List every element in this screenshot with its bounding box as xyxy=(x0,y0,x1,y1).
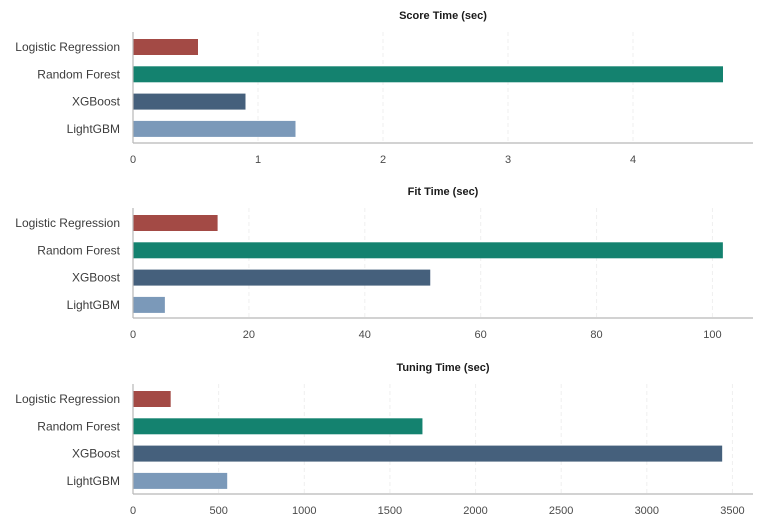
x-tick-label-2-4: 80 xyxy=(590,329,602,341)
bar-2-4 xyxy=(133,296,165,313)
bar-1-3 xyxy=(133,93,246,110)
bar-1-2 xyxy=(133,66,723,83)
bar-3-4 xyxy=(133,472,228,489)
category-label-2-2: Random Forest xyxy=(37,243,120,257)
category-label-2-1: Logistic Regression xyxy=(15,216,120,230)
category-label-2-3: XGBoost xyxy=(72,271,121,285)
x-tick-label-2-0: 0 xyxy=(130,329,136,341)
x-tick-label-2-1: 20 xyxy=(243,329,255,341)
bar-3-2 xyxy=(133,418,423,435)
bar-2-1 xyxy=(133,215,218,231)
x-tick-label-2-2: 40 xyxy=(359,329,371,341)
x-tick-label-3-1: 500 xyxy=(209,505,227,517)
bar-1-1 xyxy=(133,39,198,55)
bar-3-3 xyxy=(133,445,723,462)
bar-3-1 xyxy=(133,391,171,407)
chart-title-1: Score Time (sec) xyxy=(399,10,487,22)
x-tick-label-3-6: 3000 xyxy=(635,505,659,517)
category-label-3-3: XGBoost xyxy=(72,447,121,461)
x-tick-label-2-3: 60 xyxy=(475,329,487,341)
x-tick-label-1-1: 1 xyxy=(255,154,261,166)
panel-1: Score Time (sec) Logistic Regression Rando… xyxy=(15,10,753,166)
category-label-3-2: Random Forest xyxy=(37,419,120,433)
chart-title-3: Tuning Time (sec) xyxy=(396,362,489,374)
category-label-2-4: LightGBM xyxy=(67,298,120,312)
category-label-1-2: Random Forest xyxy=(37,67,120,81)
x-tick-label-3-0: 0 xyxy=(130,505,136,517)
x-tick-label-3-3: 1500 xyxy=(378,505,402,517)
x-tick-label-1-4: 4 xyxy=(630,154,636,166)
panel-3: Tuning Time (sec) Logistic Regression Rand… xyxy=(15,362,753,517)
bar-2-3 xyxy=(133,269,431,286)
bar-2-2 xyxy=(133,242,723,259)
x-tick-label-1-0: 0 xyxy=(130,154,136,166)
x-tick-label-3-2: 1000 xyxy=(292,505,316,517)
bar-1-4 xyxy=(133,120,296,137)
x-tick-label-1-3: 3 xyxy=(505,154,511,166)
x-tick-label-3-7: 3500 xyxy=(720,505,744,517)
chart-title-2: Fit Time (sec) xyxy=(408,186,479,198)
x-tick-label-3-4: 2000 xyxy=(463,505,487,517)
category-label-3-1: Logistic Regression xyxy=(15,392,120,406)
category-label-3-4: LightGBM xyxy=(67,474,120,488)
x-tick-label-3-5: 2500 xyxy=(549,505,573,517)
x-tick-label-1-2: 2 xyxy=(380,154,386,166)
x-tick-label-2-5: 100 xyxy=(703,329,721,341)
category-label-1-3: XGBoost xyxy=(72,95,121,109)
category-label-1-4: LightGBM xyxy=(67,122,120,136)
panel-2: Fit Time (sec) Logistic Regression Random … xyxy=(15,186,753,341)
category-label-1-1: Logistic Regression xyxy=(15,40,120,54)
